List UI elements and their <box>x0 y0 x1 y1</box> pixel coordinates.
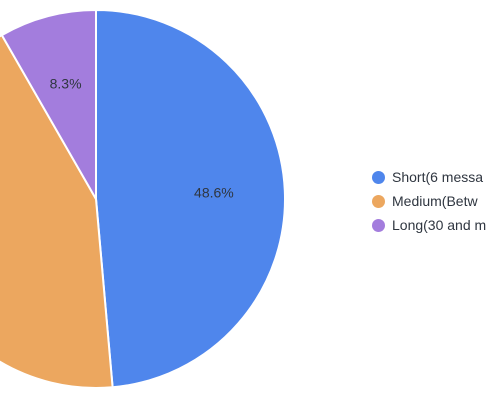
legend-swatch-short <box>372 170 385 184</box>
legend-item-medium: Medium(Betw <box>372 190 486 212</box>
pie-slice-short <box>95 8 286 389</box>
legend-label-medium: Medium(Betw <box>392 193 478 209</box>
chart-legend: Short(6 messa Medium(Betw Long(30 and m <box>372 166 486 238</box>
pie-slice-medium <box>0 33 114 389</box>
pie-slice-labels: 48.6% 8.3% <box>50 76 234 201</box>
slice-label-short: 48.6% <box>194 185 234 201</box>
legend-label-short: Short(6 messa <box>392 169 484 185</box>
legend-item-long: Long(30 and m <box>372 214 486 236</box>
pie-slice-long <box>0 8 97 203</box>
slice-label-long: 8.3% <box>50 76 82 92</box>
legend-swatch-long <box>372 218 385 232</box>
pie-slices <box>0 8 286 389</box>
legend-label-long: Long(30 and m <box>392 217 487 233</box>
legend-swatch-medium <box>372 194 385 208</box>
legend-item-short: Short(6 messa <box>372 166 486 188</box>
